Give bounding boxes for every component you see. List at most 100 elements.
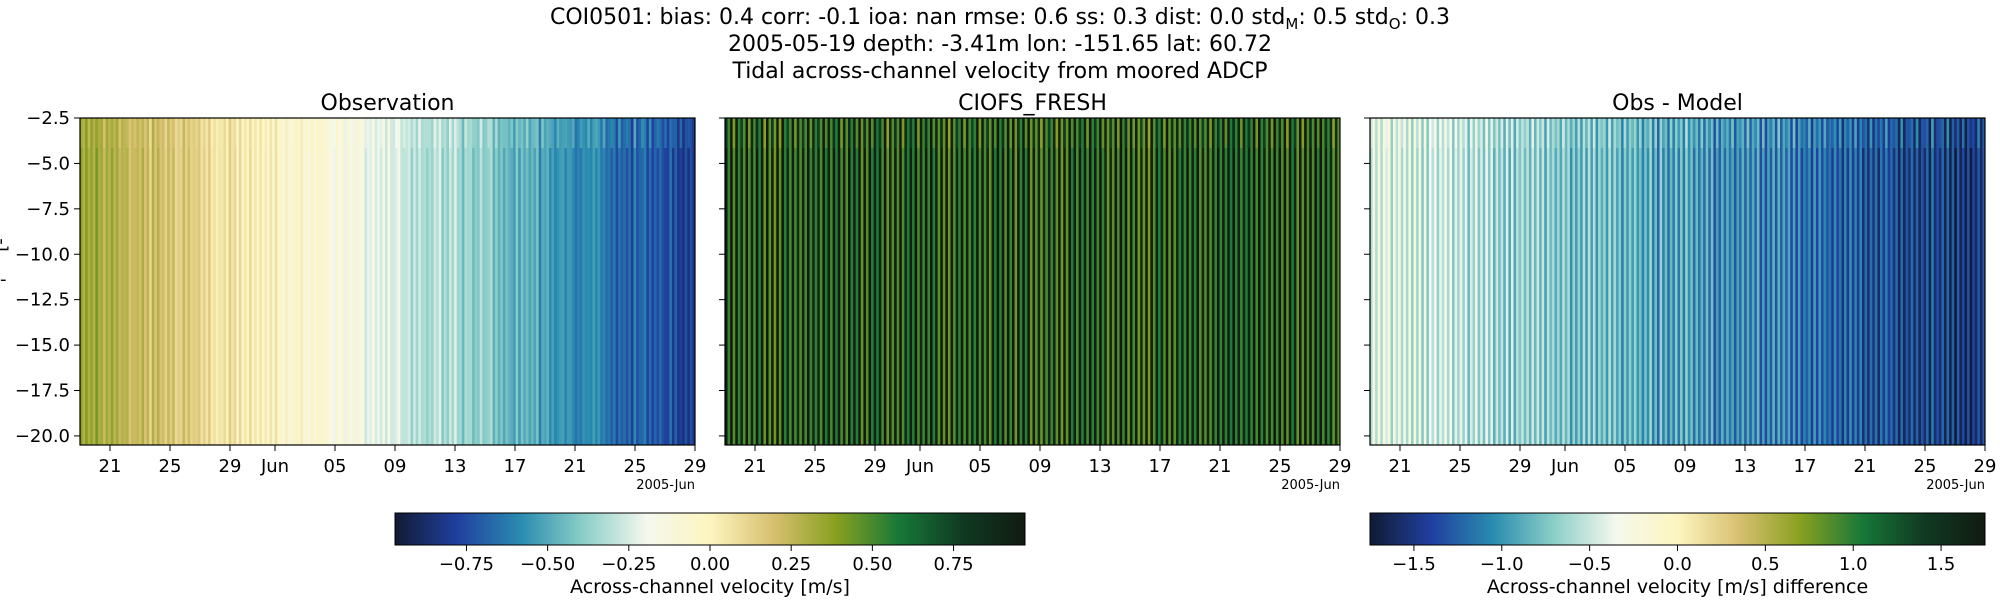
heatmap-column	[1485, 118, 1489, 445]
x-tick-label: 25	[1269, 456, 1292, 477]
heatmap-cell	[924, 118, 929, 148]
heatmap-column	[1500, 118, 1504, 445]
heatmap-column	[1119, 118, 1123, 445]
heatmap-cell	[564, 118, 568, 148]
heatmap-column	[687, 118, 691, 445]
heatmap-column	[1278, 118, 1282, 445]
figure-title-line3: Tidal across-channel velocity from moore…	[731, 59, 1267, 84]
heatmap-column	[1723, 118, 1727, 445]
heatmap-column	[1756, 118, 1761, 445]
heatmap-cell	[1715, 118, 1720, 148]
heatmap-column	[1263, 118, 1267, 445]
heatmap-column	[1895, 118, 1899, 445]
heatmap-column	[1554, 118, 1558, 445]
heatmap-column	[981, 118, 985, 445]
axes-frame	[79, 117, 696, 446]
heatmap-cell	[1746, 118, 1750, 148]
colorbar-tick-label: 0.00	[690, 554, 730, 575]
heatmap-cell	[395, 118, 399, 148]
heatmap-cell	[1961, 118, 1966, 148]
heatmap-column	[1621, 118, 1625, 445]
heatmap-column	[1680, 118, 1684, 445]
heatmap-column	[763, 118, 767, 445]
heatmap-column	[410, 118, 414, 445]
heatmap-column	[883, 118, 888, 445]
heatmap-column	[538, 118, 542, 445]
x-tick-label: 29	[684, 456, 707, 477]
heatmap-cell	[418, 118, 422, 148]
heatmap-column	[1060, 118, 1064, 445]
heatmap-cell	[425, 118, 430, 148]
heatmap-column	[572, 118, 576, 445]
heatmap-column	[978, 118, 982, 445]
heatmap-column	[1874, 118, 1878, 445]
heatmap-cell	[602, 118, 606, 148]
heatmap-cell	[1654, 118, 1658, 148]
heatmap-column	[566, 118, 571, 445]
y-tick-label: −10.0	[15, 244, 70, 265]
heatmap-cell	[595, 118, 599, 148]
heatmap-column	[960, 118, 964, 445]
heatmap-column	[423, 118, 427, 445]
heatmap-cell	[809, 118, 813, 148]
heatmap-column	[613, 118, 617, 445]
heatmap-column	[97, 118, 102, 445]
heatmap-column	[1224, 118, 1228, 445]
heatmap-cell	[1155, 118, 1159, 148]
heatmap-column	[1178, 118, 1182, 445]
heatmap-column	[1329, 118, 1333, 445]
figure-title-line2: 2005-05-19 depth: -3.41m lon: -151.65 la…	[728, 32, 1272, 57]
heatmap-column	[292, 118, 296, 445]
panel-title: CIOFS_FRESH	[958, 91, 1107, 116]
heatmap-cell	[625, 118, 629, 148]
heatmap-column	[899, 118, 903, 445]
heatmap-column	[638, 118, 642, 445]
heatmap-column	[1626, 118, 1630, 445]
heatmap-cell	[794, 118, 798, 148]
heatmap-column	[1777, 118, 1781, 445]
heatmap-column	[1575, 118, 1579, 445]
heatmap-column	[1608, 118, 1612, 445]
heatmap-column	[807, 118, 811, 445]
heatmap-cell	[364, 118, 368, 148]
colorbar-tick-label: −1.0	[1480, 554, 1524, 575]
heatmap-cell	[817, 118, 821, 148]
heatmap-cell	[1800, 118, 1804, 148]
heatmap-column	[1258, 118, 1262, 445]
heatmap-column	[1155, 118, 1159, 445]
heatmap-cell	[947, 118, 952, 148]
heatmap-cell	[87, 118, 91, 148]
heatmap-cell	[495, 118, 499, 148]
heatmap-cell	[1240, 118, 1244, 148]
panel-observation: Observation 21 25 29 Jun 05 09 13 17 21 25 29 −2.5…	[15, 91, 707, 493]
heatmap-column	[182, 118, 186, 445]
x-tick-label: 09	[384, 456, 407, 477]
heatmap-column	[1674, 118, 1679, 445]
x-tick-label: 05	[324, 456, 347, 477]
heatmap-column	[1395, 118, 1399, 445]
heatmap-column	[1219, 118, 1223, 445]
heatmap-column	[92, 118, 96, 445]
heatmap-cell	[1516, 118, 1520, 148]
y-tick-label: −17.5	[15, 381, 70, 402]
heatmap-column	[1797, 118, 1802, 445]
heatmap-column	[947, 118, 952, 445]
heatmap-column	[1518, 118, 1522, 445]
heatmap-column	[1423, 118, 1427, 445]
heatmap-column	[536, 118, 540, 445]
heatmap-cell	[1885, 118, 1889, 148]
heatmap-column	[896, 118, 900, 445]
heatmap-column	[1528, 118, 1533, 445]
heatmap-column	[1700, 118, 1704, 445]
heatmap-column	[1662, 118, 1666, 445]
heatmap-column	[546, 118, 550, 445]
heatmap-column	[1669, 118, 1673, 445]
heatmap-column	[1019, 118, 1023, 445]
heatmap-column	[1382, 118, 1386, 445]
heatmap-column	[597, 118, 601, 445]
heatmap-cell	[1539, 118, 1543, 148]
heatmap-column	[748, 118, 752, 445]
heatmap-column	[1764, 118, 1768, 445]
heatmap-cell	[1385, 118, 1389, 148]
heatmap-column	[1833, 118, 1837, 445]
